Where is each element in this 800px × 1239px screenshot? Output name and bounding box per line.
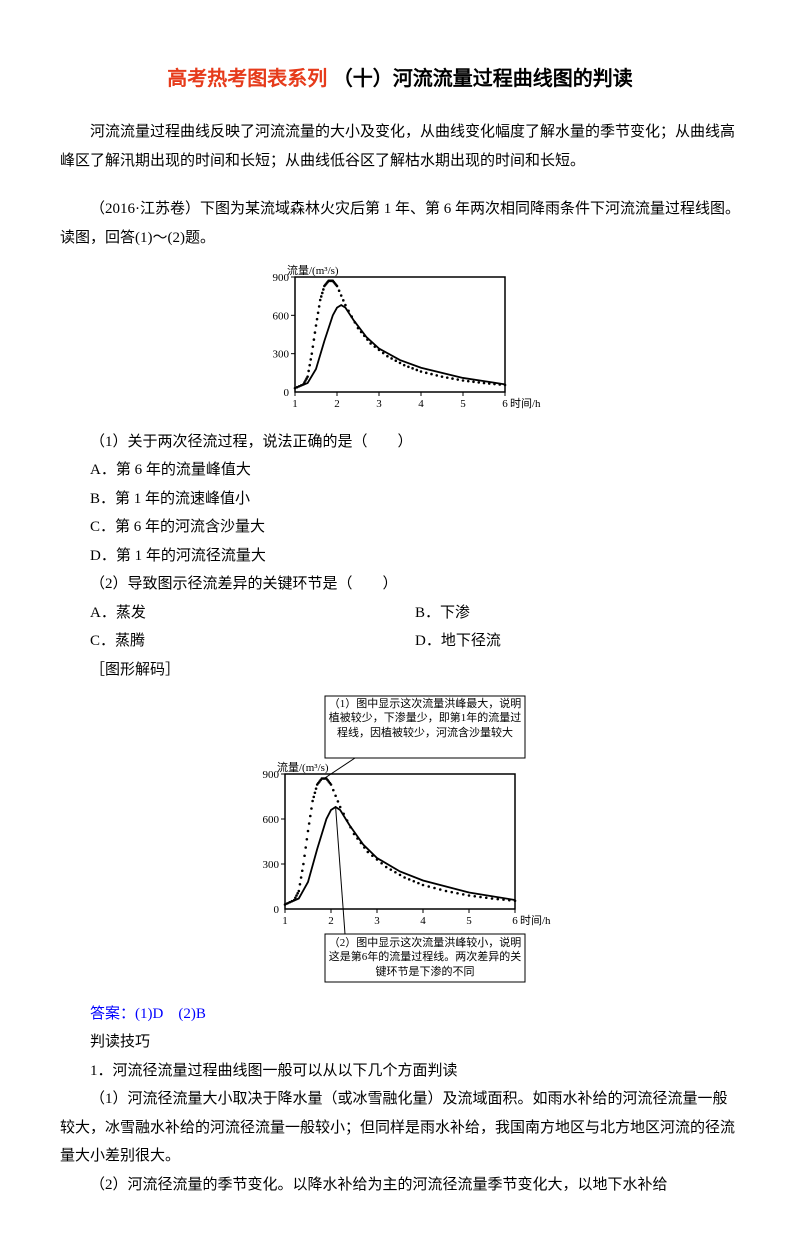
svg-text:2: 2 [334,398,340,410]
q2-opt-d: D．地下径流 [415,627,740,656]
q1-stem: （1）关于两次径流过程，说法正确的是（ ） [90,428,740,457]
q1-opt-b: B．第 1 年的流速峰值小 [90,485,740,514]
svg-text:600: 600 [263,814,280,826]
svg-text:3: 3 [374,915,380,927]
svg-text:流量/(m³/s): 流量/(m³/s) [287,263,339,277]
tips-heading: 1．河流径流量过程曲线图一般可以从以下几个方面判读 [60,1057,740,1086]
svg-text:300: 300 [263,859,280,871]
answer-text: (1)D (2)B [135,1006,206,1022]
chart-figure-2: 3006009000123456流量/(m³/s)时间/h（1）图中显示这次流量… [60,694,740,995]
q2-opt-a: A．蒸发 [90,599,415,628]
svg-text:6: 6 [512,915,518,927]
svg-text:5: 5 [466,915,472,927]
svg-text:2: 2 [328,915,334,927]
svg-text:4: 4 [420,915,426,927]
svg-text:6: 6 [502,398,508,410]
tip-2: （2）河流径流量的季节变化。以降水补给为主的河流径流量季节变化大，以地下水补给 [60,1171,740,1200]
flow-chart-svg: 3006009000123456流量/(m³/s)时间/h [250,262,550,412]
svg-text:1: 1 [292,398,298,410]
q1-opt-d: D．第 1 年的河流径流量大 [90,542,740,571]
tip-1: （1）河流径流量大小取决于降水量（或冰雪融化量）及流域面积。如雨水补给的河流径流… [60,1085,740,1171]
page-title: 高考热考图表系列 （十）河流流量过程曲线图的判读 [60,60,740,98]
answer-label: 答案： [90,1006,135,1022]
title-red: 高考热考图表系列 [167,68,327,90]
q1-opt-c: C．第 6 年的河流含沙量大 [90,513,740,542]
q1-opt-a: A．第 6 年的流量峰值大 [90,456,740,485]
q2-opt-b: B．下渗 [415,599,740,628]
q2-stem: （2）导致图示径流差异的关键环节是（ ） [90,570,740,599]
svg-text:0: 0 [274,904,280,916]
title-rest: （十）河流流量过程曲线图的判读 [327,68,633,90]
q2-opt-c: C．蒸腾 [90,627,415,656]
flow-chart-annotated-svg: 3006009000123456流量/(m³/s)时间/h（1）图中显示这次流量… [240,694,560,984]
svg-text:时间/h: 时间/h [520,914,551,927]
svg-text:600: 600 [273,310,290,322]
svg-text:时间/h: 时间/h [510,397,541,410]
svg-text:流量/(m³/s): 流量/(m³/s) [277,760,329,774]
intro-paragraph: 河流流量过程曲线反映了河流流量的大小及变化，从曲线变化幅度了解水量的季节变化；从… [60,118,740,175]
q1-options: A．第 6 年的流量峰值大 B．第 1 年的流速峰值小 C．第 6 年的河流含沙… [90,456,740,570]
svg-text:300: 300 [273,349,290,361]
q2-options: A．蒸发 B．下渗 C．蒸腾 D．地下径流 [90,599,740,656]
chart-figure-1: 3006009000123456流量/(m³/s)时间/h [60,262,740,423]
decode-label: ［图形解码］ [90,656,740,685]
svg-text:0: 0 [284,387,290,399]
svg-text:5: 5 [460,398,466,410]
svg-text:1: 1 [282,915,288,927]
question-stem: （2016·江苏卷）下图为某流域森林火灾后第 1 年、第 6 年两次相同降雨条件… [60,195,740,252]
tips-label: 判读技巧 [60,1028,740,1057]
svg-text:4: 4 [418,398,424,410]
answer-line: 答案：(1)D (2)B [90,1000,740,1029]
svg-text:3: 3 [376,398,382,410]
